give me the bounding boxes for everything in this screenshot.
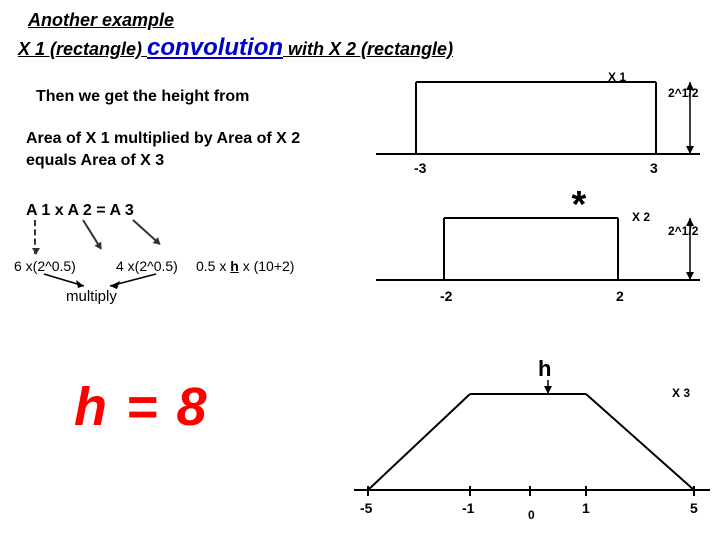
x3-label: X 3 xyxy=(672,386,690,400)
diagram-x3 xyxy=(0,0,720,540)
x3-tick-3: 1 xyxy=(582,500,590,516)
x3-tick-4: 5 xyxy=(690,500,698,516)
x3-tick-2: 0 xyxy=(528,508,535,522)
x3-tick-0: -5 xyxy=(360,500,372,516)
x3-tick-1: -1 xyxy=(462,500,474,516)
x3-h-label: h xyxy=(538,356,551,382)
